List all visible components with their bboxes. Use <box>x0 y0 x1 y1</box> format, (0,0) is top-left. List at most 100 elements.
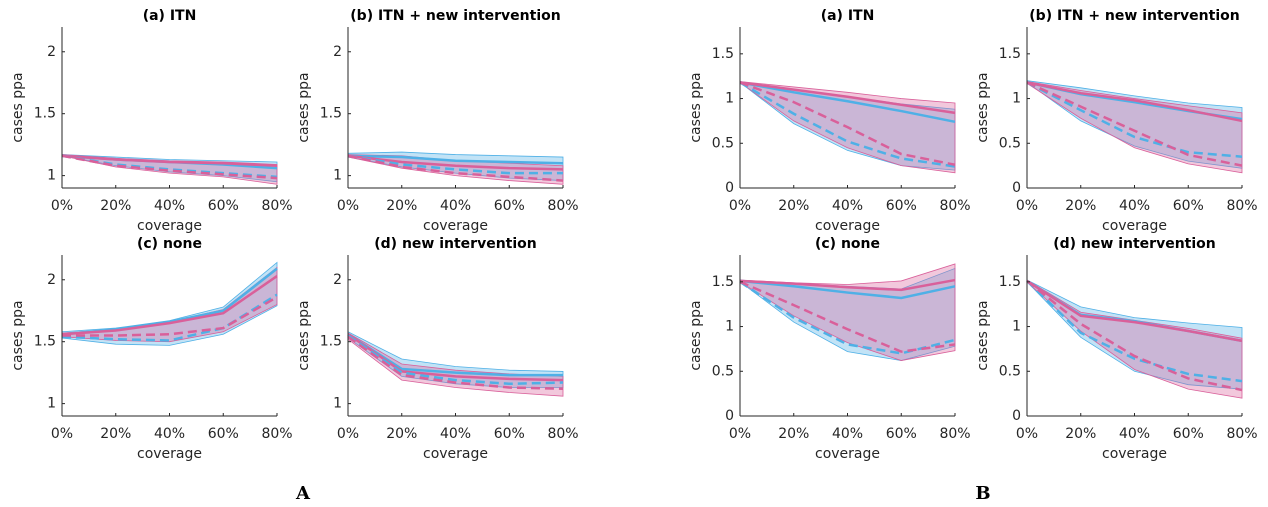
line <box>739 81 956 124</box>
y-axis-label: cases ppa <box>296 300 312 370</box>
line <box>62 296 278 337</box>
x-tick-label: 40% <box>1119 426 1150 442</box>
x-tick-label: 80% <box>547 426 578 442</box>
chart-title: (a) ITN <box>143 8 197 24</box>
x-axis-label: coverage <box>423 218 488 234</box>
y-tick-label: 1 <box>333 396 342 412</box>
line <box>739 279 956 300</box>
x-tick-label: 60% <box>1173 426 1204 442</box>
chart-title: (c) none <box>137 236 202 252</box>
x-tick-label: 80% <box>939 198 970 214</box>
line <box>1026 81 1243 158</box>
chart-title: (b) ITN + new intervention <box>1029 8 1239 24</box>
y-tick-label: 1 <box>47 168 56 184</box>
x-tick-label: 20% <box>1065 198 1096 214</box>
x-tick-label: 20% <box>100 198 131 214</box>
x-tick-label: 60% <box>1173 198 1204 214</box>
line <box>347 333 563 377</box>
line <box>347 335 564 391</box>
confidence-band <box>1026 81 1243 174</box>
y-tick-label: 1.5 <box>712 274 734 290</box>
x-tick-label: 0% <box>1016 198 1038 214</box>
line <box>739 81 956 168</box>
y-tick-label: 0.5 <box>712 135 734 151</box>
line <box>739 81 956 115</box>
y-tick-label: 1.5 <box>320 106 342 122</box>
chart-title: (c) none <box>815 236 880 252</box>
y-tick-label: 1.5 <box>999 46 1021 62</box>
line <box>1026 279 1243 343</box>
x-tick-label: 40% <box>154 198 185 214</box>
chart-title: (d) new intervention <box>1053 236 1215 252</box>
x-tick-label: 40% <box>440 426 471 442</box>
y-tick-label: 2 <box>333 272 342 288</box>
y-tick-label: 2 <box>333 44 342 60</box>
y-tick-label: 0.5 <box>999 135 1021 151</box>
x-tick-label: 40% <box>832 426 863 442</box>
y-tick-label: 0 <box>725 408 734 424</box>
y-tick-label: 0 <box>1012 408 1021 424</box>
x-axis-label: coverage <box>137 446 202 462</box>
x-tick-label: 80% <box>547 198 578 214</box>
y-tick-label: 2 <box>47 44 56 60</box>
line <box>1026 81 1243 123</box>
y-axis-label: cases ppa <box>975 300 991 370</box>
x-axis-label: coverage <box>815 446 880 462</box>
x-tick-label: 60% <box>494 198 525 214</box>
x-axis-label: coverage <box>1102 446 1167 462</box>
x-tick-label: 0% <box>729 198 751 214</box>
y-tick-label: 2 <box>47 272 56 288</box>
x-tick-label: 60% <box>494 426 525 442</box>
x-tick-label: 40% <box>1119 198 1150 214</box>
x-tick-label: 20% <box>1065 426 1096 442</box>
line <box>347 154 564 165</box>
line <box>1026 280 1243 383</box>
x-tick-label: 80% <box>939 426 970 442</box>
y-axis-label: cases ppa <box>688 72 704 142</box>
y-tick-label: 1.5 <box>712 46 734 62</box>
x-tick-label: 0% <box>51 198 73 214</box>
x-axis-label: coverage <box>423 446 488 462</box>
line <box>347 154 564 171</box>
x-tick-label: 60% <box>886 426 917 442</box>
x-tick-label: 40% <box>154 426 185 442</box>
y-tick-label: 1.5 <box>34 106 56 122</box>
line <box>61 275 278 336</box>
panel-label: B <box>975 483 990 504</box>
x-tick-label: 0% <box>337 426 359 442</box>
y-tick-label: 1 <box>725 91 734 107</box>
y-axis-label: cases ppa <box>688 300 704 370</box>
x-tick-label: 0% <box>337 198 359 214</box>
x-tick-label: 20% <box>386 198 417 214</box>
confidence-band <box>347 332 564 397</box>
line <box>347 154 563 175</box>
x-tick-label: 0% <box>1016 426 1038 442</box>
y-tick-label: 1 <box>725 319 734 335</box>
chart-title: (a) ITN <box>821 8 875 24</box>
chart-title: (b) ITN + new intervention <box>350 8 560 24</box>
x-tick-label: 0% <box>51 426 73 442</box>
x-tick-label: 60% <box>886 198 917 214</box>
y-tick-label: 1 <box>47 396 56 412</box>
line <box>739 278 956 292</box>
y-axis-label: cases ppa <box>296 72 312 142</box>
y-tick-label: 1.5 <box>320 334 342 350</box>
y-tick-label: 1 <box>333 168 342 184</box>
y-tick-label: 0.5 <box>999 363 1021 379</box>
x-tick-label: 20% <box>778 426 809 442</box>
x-tick-label: 20% <box>386 426 417 442</box>
line <box>347 154 564 182</box>
x-tick-label: 20% <box>100 426 131 442</box>
line <box>1026 279 1243 392</box>
y-axis-label: cases ppa <box>975 72 991 142</box>
y-axis-label: cases ppa <box>10 72 26 142</box>
x-tick-label: 60% <box>208 426 239 442</box>
x-axis-label: coverage <box>1102 218 1167 234</box>
x-tick-label: 60% <box>208 198 239 214</box>
y-tick-label: 1 <box>1012 91 1021 107</box>
panel-label: A <box>295 483 311 504</box>
x-tick-label: 40% <box>440 198 471 214</box>
x-tick-label: 80% <box>261 426 292 442</box>
line <box>61 154 278 180</box>
